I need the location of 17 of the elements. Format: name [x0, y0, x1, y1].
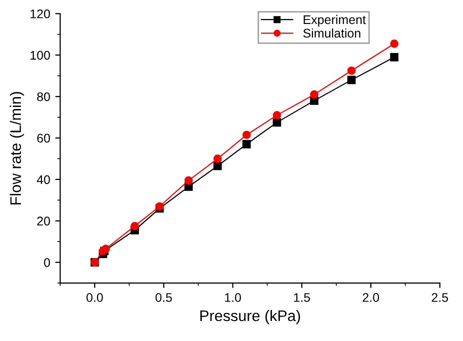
- x-axis-title: Pressure (kPa): [200, 310, 300, 324]
- x-tick-label: 0.0: [86, 293, 103, 302]
- x-tick-label: 0.5: [156, 293, 172, 302]
- legend-label: Experiment: [304, 14, 366, 27]
- y-tick-label: 40: [36, 175, 50, 184]
- y-tick-label: 80: [37, 92, 50, 102]
- y-tick-label: 20: [37, 216, 50, 226]
- x-tick-label: 1.5: [294, 293, 310, 302]
- y-tick-label: 60: [37, 134, 50, 143]
- x-tick-label: 1.0: [225, 293, 241, 302]
- y-tick-label: 120: [30, 9, 50, 18]
- y-axis-title: Flow rate (L/min): [10, 92, 24, 204]
- x-tick-label: 2.5: [432, 293, 448, 302]
- y-tick-label: 0: [44, 258, 50, 267]
- legend-label: Simulation: [303, 28, 360, 38]
- y-tick-label: 100: [30, 50, 50, 60]
- x-tick-label: 2.0: [362, 293, 380, 302]
